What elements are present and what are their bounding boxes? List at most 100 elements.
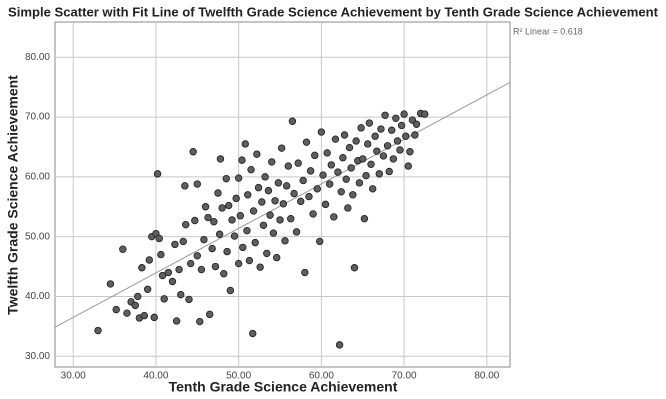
point [157, 250, 165, 259]
point [302, 138, 311, 146]
x-tick-label: 30.00 [61, 371, 86, 382]
point [140, 311, 149, 320]
point [222, 174, 230, 183]
point [274, 179, 283, 187]
point [177, 290, 185, 299]
point [185, 295, 193, 304]
point [392, 114, 400, 122]
point [355, 179, 364, 187]
point [271, 197, 279, 205]
point [243, 226, 251, 235]
point [193, 180, 201, 188]
point [204, 213, 212, 222]
point [226, 286, 235, 295]
point [208, 244, 216, 253]
point [259, 221, 268, 229]
point [327, 161, 336, 169]
point [193, 252, 201, 260]
point [373, 147, 381, 155]
point [412, 120, 421, 128]
point [181, 182, 189, 190]
point [345, 143, 354, 152]
point [164, 268, 173, 277]
point [123, 309, 131, 317]
point [236, 212, 245, 220]
point [340, 131, 349, 139]
point [339, 154, 347, 162]
point [218, 204, 226, 212]
point [245, 256, 254, 265]
point [251, 238, 259, 247]
point [205, 310, 214, 319]
point [182, 220, 190, 229]
point [325, 180, 334, 188]
y-axis-label: Twelfth Grade Science Achievement [5, 75, 21, 315]
point [400, 110, 408, 118]
point [323, 149, 331, 157]
point [214, 189, 222, 197]
point [330, 213, 338, 221]
point [175, 265, 183, 274]
x-tick-label: 50.00 [226, 371, 251, 382]
point [385, 167, 393, 176]
point [349, 191, 357, 199]
point [228, 216, 236, 224]
point [145, 256, 154, 264]
point [215, 230, 224, 238]
point [249, 329, 257, 338]
point [168, 277, 177, 286]
point [335, 341, 344, 349]
point [223, 247, 231, 256]
point [411, 131, 419, 139]
point [375, 170, 383, 178]
point [383, 142, 392, 150]
point [266, 211, 274, 219]
point [404, 162, 412, 170]
x-tick-label: 80.00 [474, 371, 499, 382]
point [397, 121, 406, 130]
point [294, 159, 302, 167]
point [150, 313, 158, 322]
point [258, 198, 266, 206]
point [201, 203, 210, 211]
point [321, 200, 330, 209]
point [287, 215, 295, 223]
point [220, 270, 228, 278]
point [268, 158, 276, 166]
point [263, 249, 271, 258]
point [342, 175, 350, 183]
point [316, 237, 324, 246]
x-tick-label: 60.00 [309, 371, 334, 382]
point [234, 259, 243, 268]
point [112, 305, 120, 314]
point [306, 167, 315, 175]
point [158, 271, 167, 280]
point [261, 173, 269, 181]
point [297, 197, 305, 206]
point [172, 317, 181, 325]
chart-title: Simple Scatter with Fit Line of Twelfth … [8, 4, 659, 19]
point [256, 263, 264, 271]
point [253, 150, 261, 158]
y-tick-label: 40.00 [25, 291, 50, 302]
point [254, 183, 263, 192]
point [290, 189, 298, 198]
point [249, 207, 258, 215]
y-tick-label: 80.00 [25, 52, 50, 63]
point [186, 259, 195, 268]
point [365, 119, 374, 127]
point [292, 228, 301, 236]
point [284, 162, 292, 170]
point [347, 164, 355, 172]
point [241, 140, 249, 148]
y-tick-label: 70.00 [25, 112, 50, 123]
point [196, 317, 204, 326]
point [230, 232, 239, 240]
point [131, 301, 139, 310]
point [393, 137, 402, 145]
point [309, 210, 317, 218]
point [153, 170, 162, 178]
point [238, 156, 246, 164]
plot-area [54, 21, 511, 368]
